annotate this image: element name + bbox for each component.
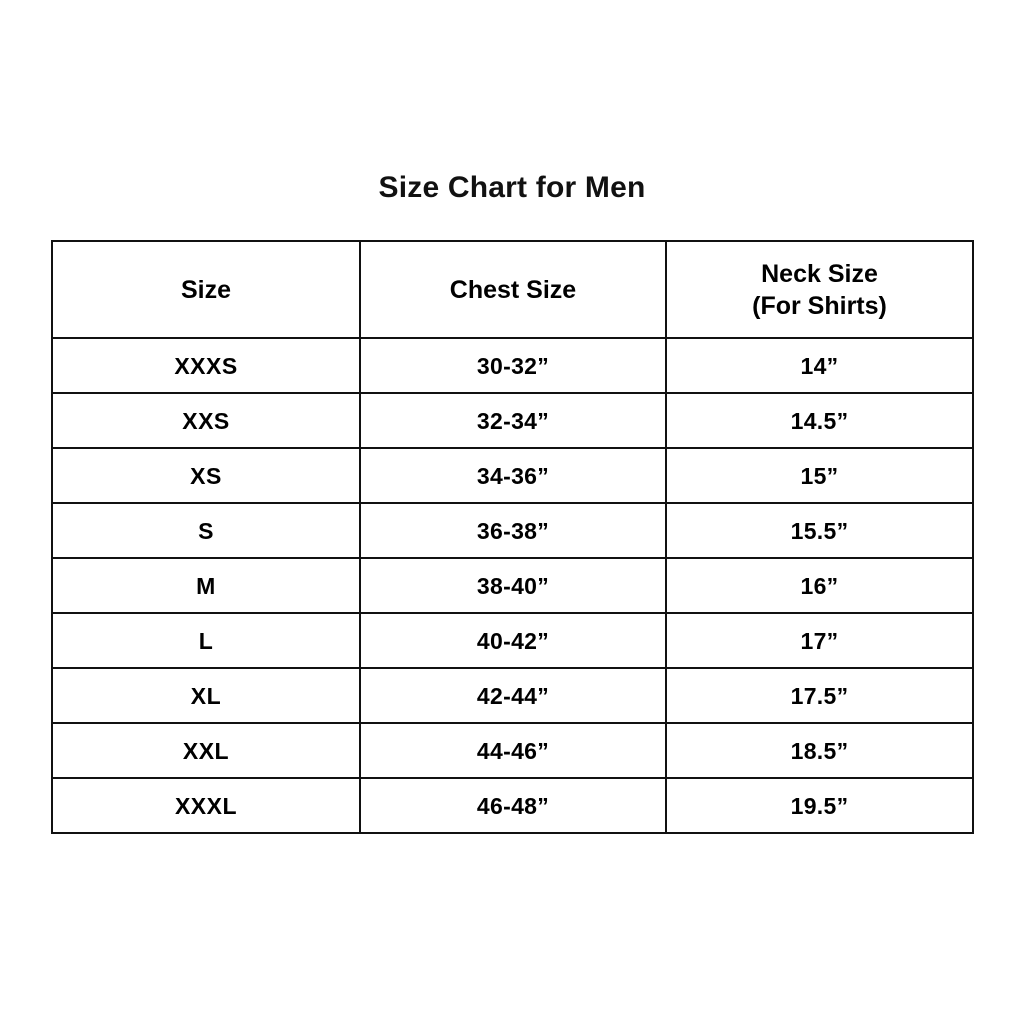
cell-neck: 15” — [665, 447, 974, 504]
cell-chest: 38-40” — [359, 557, 667, 614]
table-row: XXXL 46-48” 19.5” — [51, 777, 974, 834]
table-row: S 36-38” 15.5” — [51, 502, 974, 559]
column-header-size-label: Size — [180, 275, 232, 304]
table-row: XS 34-36” 15” — [51, 447, 974, 504]
table-body: XXXS 30-32” 14” XXS 32-34” 14.5” XS 34-3… — [51, 337, 974, 834]
cell-neck: 16” — [665, 557, 974, 614]
page-title: Size Chart for Men — [378, 171, 646, 204]
cell-neck: 18.5” — [665, 722, 974, 779]
column-header-neck-label: Neck Size — [761, 259, 878, 288]
size-chart-table-container: Size Chest Size Neck Size (For Shirts) X… — [51, 240, 974, 834]
table-row: XXXS 30-32” 14” — [51, 337, 974, 394]
cell-size: XXXS — [51, 337, 361, 394]
cell-chest: 40-42” — [359, 612, 667, 669]
size-chart-table: Size Chest Size Neck Size (For Shirts) X… — [51, 240, 974, 834]
table-row: XXS 32-34” 14.5” — [51, 392, 974, 449]
cell-neck: 19.5” — [665, 777, 974, 834]
cell-size: L — [51, 612, 361, 669]
cell-chest: 44-46” — [359, 722, 667, 779]
cell-size: XXL — [51, 722, 361, 779]
cell-neck: 17.5” — [665, 667, 974, 724]
cell-size: XXXL — [51, 777, 361, 834]
cell-neck: 17” — [665, 612, 974, 669]
cell-size: XL — [51, 667, 361, 724]
cell-chest: 42-44” — [359, 667, 667, 724]
cell-chest: 34-36” — [359, 447, 667, 504]
column-header-size: Size — [51, 240, 361, 339]
cell-size: XS — [51, 447, 361, 504]
cell-neck: 14.5” — [665, 392, 974, 449]
column-header-neck: Neck Size (For Shirts) — [665, 240, 974, 339]
table-header: Size Chest Size Neck Size (For Shirts) — [51, 240, 974, 339]
cell-neck: 15.5” — [665, 502, 974, 559]
cell-chest: 36-38” — [359, 502, 667, 559]
table-row: XXL 44-46” 18.5” — [51, 722, 974, 779]
cell-chest: 32-34” — [359, 392, 667, 449]
cell-chest: 30-32” — [359, 337, 667, 394]
cell-chest: 46-48” — [359, 777, 667, 834]
table-row: M 38-40” 16” — [51, 557, 974, 614]
cell-neck: 14” — [665, 337, 974, 394]
cell-size: XXS — [51, 392, 361, 449]
cell-size: S — [51, 502, 361, 559]
column-header-chest-label: Chest Size — [449, 275, 577, 304]
cell-size: M — [51, 557, 361, 614]
table-row: L 40-42” 17” — [51, 612, 974, 669]
column-header-chest: Chest Size — [359, 240, 667, 339]
table-row: XL 42-44” 17.5” — [51, 667, 974, 724]
table-header-row: Size Chest Size Neck Size (For Shirts) — [51, 240, 974, 339]
column-header-neck-sublabel: (For Shirts) — [752, 291, 887, 320]
